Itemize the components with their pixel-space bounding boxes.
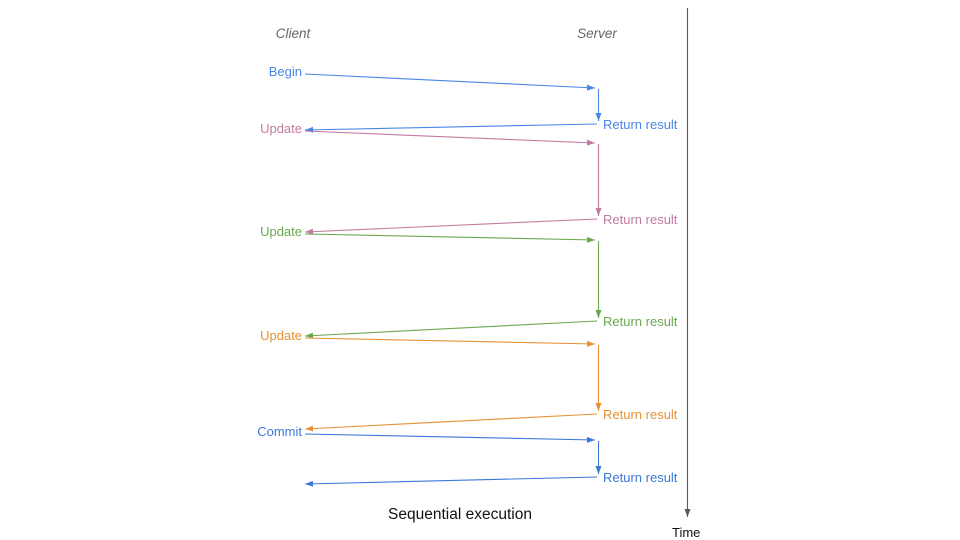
client-actor-label: Client: [275, 26, 311, 41]
update-3-label: Update: [260, 328, 302, 343]
diagram-caption: Sequential execution: [388, 506, 532, 523]
commit-label: Commit: [257, 424, 302, 439]
update-2-label: Update: [260, 224, 302, 239]
return-arrow-2: [304, 320, 598, 339]
begin-label: Begin: [268, 64, 302, 79]
return-result-label-5: Return result: [603, 470, 678, 485]
update-1-label: Update: [260, 121, 302, 136]
return-arrow-0: [304, 123, 598, 133]
request-arrow-3: [304, 337, 596, 347]
request-arrow-1: [304, 130, 596, 146]
return-result-label-2: Return result: [603, 212, 678, 227]
return-arrow-4: [304, 476, 598, 487]
return-arrow-1: [304, 218, 598, 235]
server-actor-label: Server: [577, 26, 617, 41]
return-result-label-3: Return result: [603, 314, 678, 329]
return-result-label-4: Return result: [603, 407, 678, 422]
request-arrow-4: [304, 433, 596, 443]
return-result-label-1: Return result: [603, 117, 678, 132]
request-arrow-0: [304, 73, 596, 91]
request-arrow-2: [304, 233, 596, 243]
return-arrow-3: [304, 413, 598, 432]
time-axis-label: Time: [672, 525, 701, 540]
